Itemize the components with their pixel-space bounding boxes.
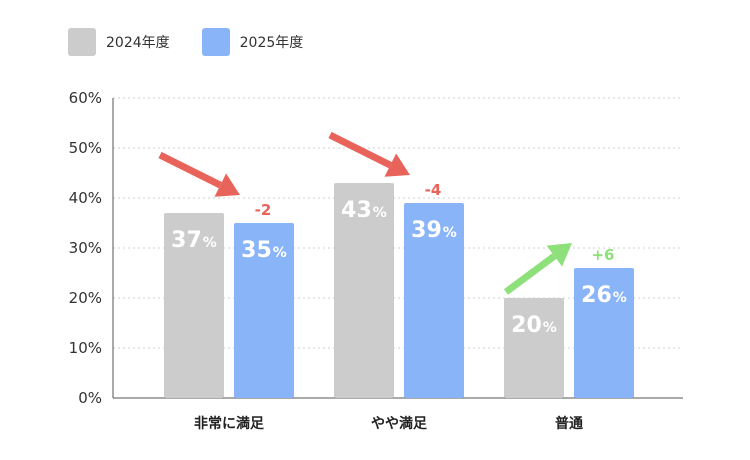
legend-label-2025: 2025年度 — [239, 35, 304, 51]
bar-value-label: 20% — [511, 313, 557, 338]
bar-value-label: 26% — [581, 283, 627, 308]
bar-value-label: 37% — [171, 228, 217, 253]
legend-swatch-2024 — [68, 28, 96, 56]
y-tick-label: 0% — [78, 389, 102, 407]
legend-swatch-2025 — [201, 28, 230, 56]
legend-label-2024: 2024年度 — [106, 35, 170, 51]
bar-2024-1 — [334, 183, 394, 398]
legend-item-2025: 2025年度 — [201, 28, 304, 56]
bar-2025-1 — [404, 203, 464, 398]
y-tick-label: 10% — [69, 339, 102, 357]
y-tick-label: 30% — [69, 239, 102, 257]
legend: 2024年度 2025年度 — [68, 28, 335, 56]
y-tick-label: 40% — [69, 189, 102, 207]
increase-arrow-icon — [503, 243, 572, 295]
legend-item-2024: 2024年度 — [68, 28, 170, 56]
bar-2024-0 — [164, 213, 224, 398]
y-tick-label: 20% — [69, 289, 102, 307]
delta-label: -4 — [425, 181, 442, 199]
bar-value-label: 35% — [241, 238, 287, 263]
y-tick-label: 60% — [69, 89, 102, 107]
bar-2025-0 — [234, 223, 294, 398]
decrease-arrow-icon — [328, 131, 410, 177]
x-category-label: 非常に満足 — [194, 415, 265, 432]
bar-value-label: 43% — [341, 198, 387, 223]
delta-label: -2 — [255, 201, 272, 219]
bar-2024-2 — [504, 298, 564, 398]
bar-value-label: 39% — [411, 218, 457, 243]
decrease-arrow-icon — [158, 151, 240, 197]
x-category-label: 普通 — [555, 415, 583, 432]
bar-2025-2 — [574, 268, 634, 398]
y-tick-label: 50% — [69, 139, 102, 157]
delta-label: +6 — [591, 246, 614, 264]
x-category-label: やや満足 — [371, 415, 428, 432]
